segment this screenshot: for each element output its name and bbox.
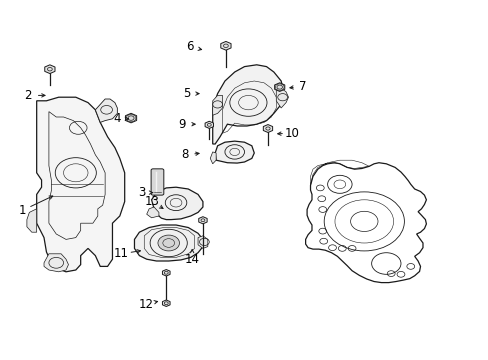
Polygon shape bbox=[162, 300, 170, 306]
Polygon shape bbox=[221, 41, 230, 50]
Text: 6: 6 bbox=[185, 40, 193, 53]
Polygon shape bbox=[198, 236, 207, 248]
Text: 8: 8 bbox=[181, 148, 188, 161]
Polygon shape bbox=[134, 225, 203, 261]
Polygon shape bbox=[274, 83, 284, 91]
Polygon shape bbox=[212, 65, 283, 144]
Text: 9: 9 bbox=[178, 118, 186, 131]
Text: 14: 14 bbox=[184, 253, 199, 266]
Polygon shape bbox=[198, 217, 207, 224]
FancyBboxPatch shape bbox=[151, 169, 163, 195]
Text: 3: 3 bbox=[138, 186, 145, 199]
Polygon shape bbox=[125, 113, 136, 123]
Polygon shape bbox=[146, 207, 159, 218]
Polygon shape bbox=[27, 209, 37, 232]
Text: 11: 11 bbox=[114, 247, 128, 260]
Text: 7: 7 bbox=[299, 80, 306, 93]
Polygon shape bbox=[210, 152, 216, 164]
Polygon shape bbox=[151, 187, 203, 220]
Polygon shape bbox=[263, 125, 272, 132]
Polygon shape bbox=[37, 97, 124, 272]
Text: 10: 10 bbox=[285, 127, 299, 140]
Circle shape bbox=[158, 235, 179, 251]
Text: 2: 2 bbox=[24, 89, 32, 102]
Polygon shape bbox=[276, 88, 288, 108]
Polygon shape bbox=[204, 121, 213, 129]
Polygon shape bbox=[45, 65, 55, 73]
Polygon shape bbox=[215, 141, 254, 163]
Polygon shape bbox=[212, 95, 222, 115]
Text: 13: 13 bbox=[145, 195, 160, 208]
Text: 1: 1 bbox=[18, 204, 26, 217]
Text: 12: 12 bbox=[138, 298, 153, 311]
Polygon shape bbox=[44, 254, 68, 272]
Text: 5: 5 bbox=[183, 87, 190, 100]
Polygon shape bbox=[95, 99, 117, 122]
Polygon shape bbox=[162, 270, 170, 276]
Text: 4: 4 bbox=[113, 112, 121, 125]
